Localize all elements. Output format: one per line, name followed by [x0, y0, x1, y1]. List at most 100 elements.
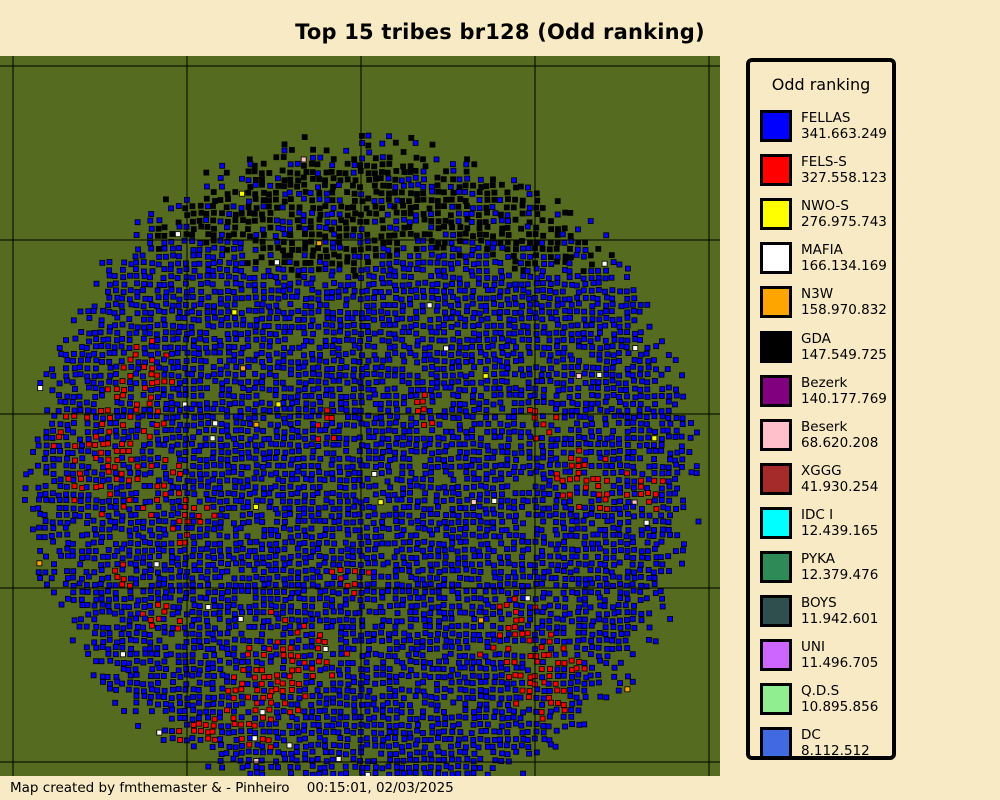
village-marker	[239, 252, 246, 259]
village-marker	[323, 386, 330, 393]
village-marker	[630, 301, 636, 308]
village-marker	[296, 540, 303, 547]
village-marker	[450, 476, 457, 483]
village-marker	[525, 583, 531, 590]
village-marker	[170, 293, 177, 300]
village-marker	[463, 168, 470, 175]
village-marker	[302, 617, 309, 624]
village-marker	[92, 441, 98, 448]
village-marker	[541, 324, 548, 331]
village-marker	[317, 406, 324, 413]
village-marker	[322, 177, 328, 184]
village-marker	[323, 440, 330, 447]
village-marker	[120, 289, 127, 296]
village-marker	[120, 407, 127, 414]
village-marker	[56, 531, 63, 538]
village-marker	[527, 610, 533, 617]
village-marker	[218, 317, 225, 324]
village-marker	[211, 597, 218, 604]
village-marker	[147, 456, 154, 463]
village-marker	[105, 456, 112, 463]
village-marker	[329, 651, 336, 657]
village-marker	[93, 336, 99, 343]
village-marker	[510, 414, 517, 421]
village-marker	[540, 448, 546, 455]
village-marker	[590, 545, 596, 552]
village-marker	[436, 421, 443, 428]
village-marker	[281, 405, 288, 412]
map-title: Top 15 tribes br128 (Odd ranking)	[295, 20, 705, 44]
village-marker	[624, 428, 631, 435]
village-marker	[281, 512, 288, 519]
village-marker	[555, 226, 561, 233]
village-marker	[336, 266, 343, 273]
village-marker	[406, 546, 413, 553]
map-canvas[interactable]	[0, 56, 720, 776]
village-marker	[86, 330, 93, 337]
village-marker	[288, 568, 295, 575]
village-marker	[280, 358, 287, 365]
village-marker	[322, 260, 329, 267]
village-marker	[162, 329, 169, 336]
village-marker	[352, 637, 358, 644]
village-marker	[513, 246, 519, 253]
village-marker	[230, 520, 237, 527]
village-marker	[197, 546, 204, 553]
village-marker	[280, 555, 287, 562]
village-marker	[259, 211, 265, 218]
village-marker	[428, 244, 435, 251]
village-marker	[337, 244, 343, 251]
village-marker	[113, 371, 119, 377]
village-marker	[386, 190, 392, 197]
village-marker	[455, 560, 462, 567]
village-marker	[399, 463, 406, 470]
village-marker	[518, 387, 525, 394]
village-marker	[380, 302, 387, 309]
village-marker	[156, 254, 163, 260]
village-marker	[588, 268, 595, 275]
village-marker	[371, 343, 378, 350]
village-marker	[461, 554, 468, 561]
village-marker	[463, 449, 470, 456]
village-marker	[275, 287, 282, 294]
village-marker	[524, 281, 531, 288]
village-marker	[449, 441, 455, 448]
village-marker	[219, 210, 225, 217]
village-marker	[658, 491, 665, 498]
village-marker	[226, 211, 233, 218]
village-marker	[484, 323, 491, 330]
village-marker	[352, 497, 359, 504]
village-marker	[86, 315, 93, 321]
village-marker	[667, 456, 673, 463]
village-marker	[266, 575, 273, 582]
village-marker	[372, 428, 379, 435]
village-marker	[371, 569, 377, 576]
village-marker	[426, 408, 433, 414]
village-marker	[519, 336, 526, 343]
village-marker	[224, 407, 230, 414]
village-marker	[679, 415, 686, 422]
village-marker	[603, 548, 609, 555]
village-marker	[147, 233, 153, 240]
village-marker	[316, 176, 323, 182]
village-marker	[386, 448, 393, 455]
village-marker	[216, 338, 223, 344]
village-marker	[421, 448, 428, 455]
village-marker	[265, 435, 272, 442]
village-marker	[225, 490, 232, 497]
village-marker	[231, 231, 237, 238]
village-marker	[370, 520, 377, 527]
village-marker	[218, 442, 225, 449]
village-marker	[337, 322, 344, 329]
village-marker	[603, 462, 610, 469]
world-map[interactable]	[0, 56, 720, 776]
village-marker	[470, 470, 477, 477]
village-marker	[609, 287, 616, 294]
village-marker	[566, 274, 573, 281]
village-marker	[644, 421, 650, 428]
village-marker	[272, 331, 279, 338]
village-marker	[324, 253, 330, 260]
village-marker	[525, 379, 532, 386]
village-marker	[476, 331, 483, 338]
village-marker	[527, 616, 533, 623]
